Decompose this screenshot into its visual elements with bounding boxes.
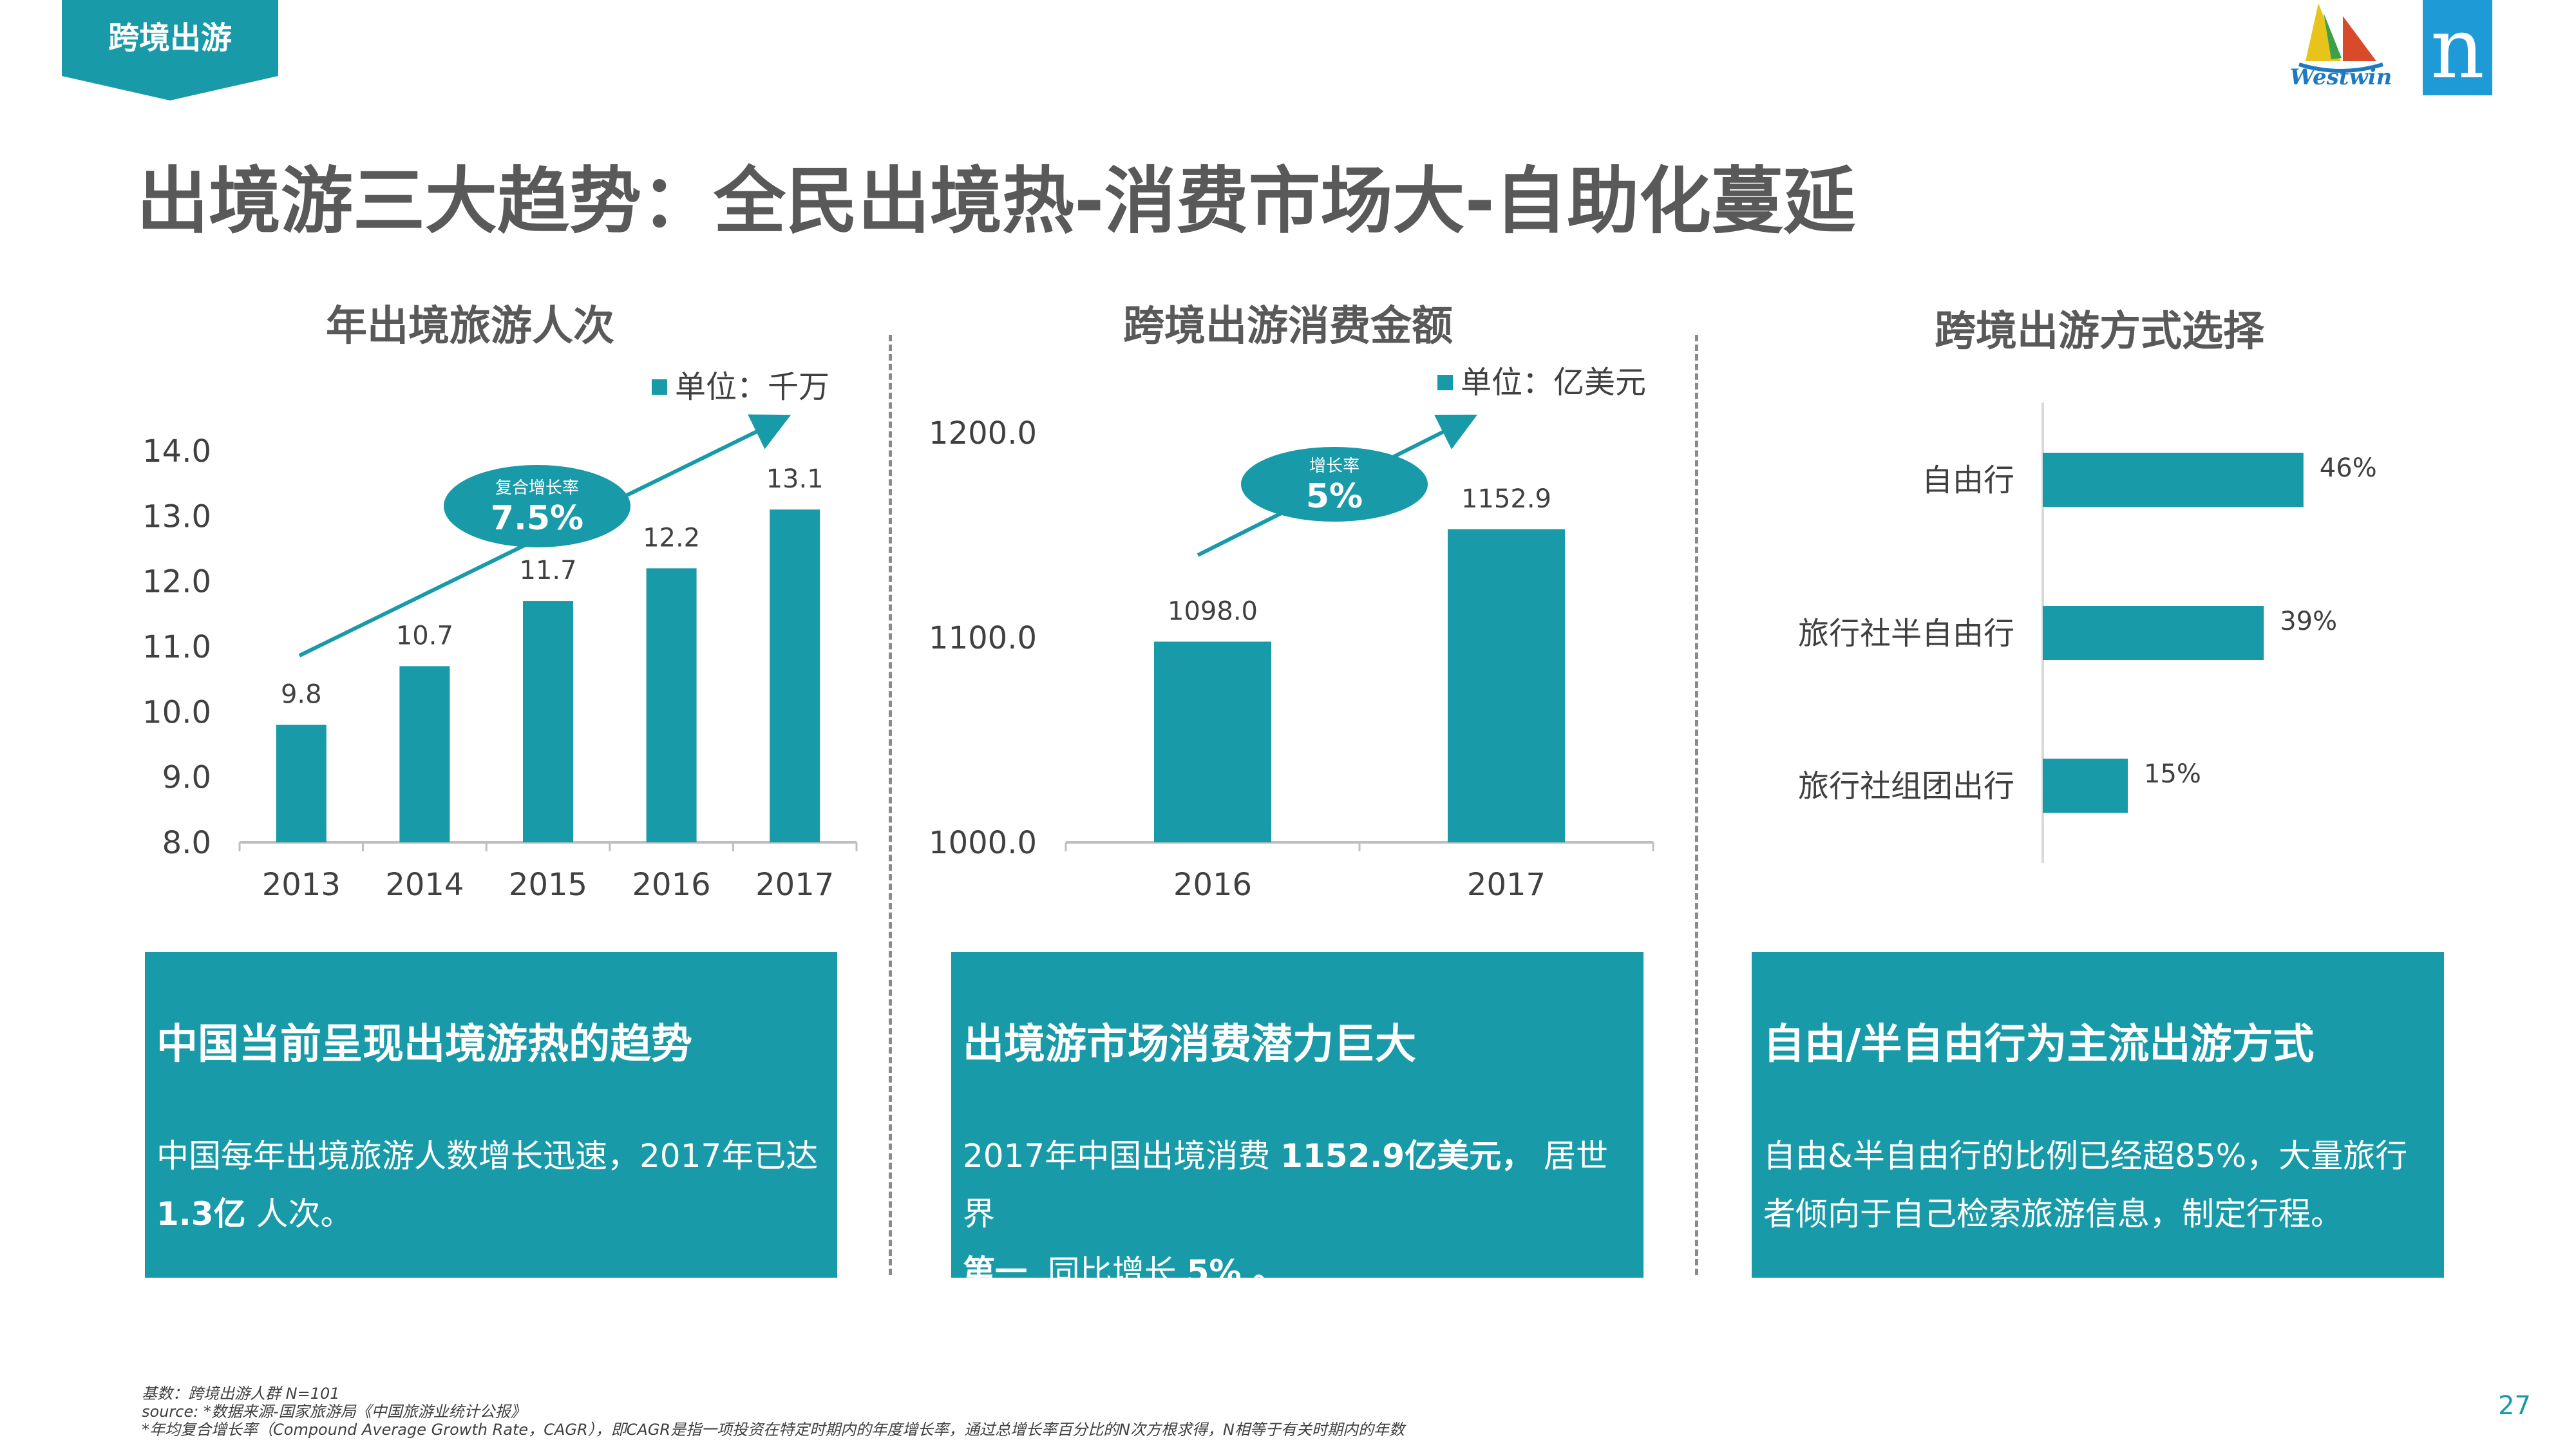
chart1-xtick-2016: 2016: [632, 867, 711, 903]
footer-base: 基数：跨境出游人群 N=101: [142, 1385, 340, 1403]
chart1-bar-2015: [523, 601, 573, 842]
card1-text-b: 人次。: [245, 1195, 353, 1233]
chart1-legend-swatch: [652, 379, 667, 395]
chart1-growth-bubble: [444, 465, 630, 547]
footer-cagr-note: *年均复合增长率（Compound Average Growth Rate，CA…: [142, 1421, 1405, 1439]
chart2-ytick-2: 1200.0: [929, 415, 1037, 451]
chart1-ytick-3: 11.0: [142, 629, 211, 665]
chart3-category-1: 旅行社半自由行: [1798, 616, 2014, 652]
footer-source: source: *数据来源-国家旅游局《中国旅游业统计公报》: [142, 1403, 526, 1421]
page-number: 27: [2498, 1391, 2531, 1421]
chart1-growth-label: 复合增长率: [495, 478, 579, 498]
charts-canvas: 8.0 9.0 10.0 11.0 12.0 13.0 14.0 9.8 2013 10.7 201…: [142, 365, 2377, 903]
chart1-value-label-2015: 11.7: [519, 556, 576, 585]
chart3-bar-1: [2043, 606, 2264, 660]
chart1-xtick-2017: 2017: [755, 867, 834, 903]
chart1-bar-2016: [646, 568, 697, 842]
section-tag-label: 跨境出游: [108, 20, 232, 56]
card2-text-b: 居世界: [963, 1137, 1608, 1233]
chart1-ytick-2: 10.0: [142, 694, 211, 730]
card2-text-a: 2017年中国出境消费: [963, 1137, 1281, 1175]
chart1-value-label-2014: 10.7: [396, 621, 453, 650]
section-tag: [62, 0, 278, 76]
chart1-title: 年出境旅游人次: [326, 303, 614, 350]
page-title: 出境游三大趋势：全民出境热-消费市场大-自助化蔓延: [137, 160, 1855, 243]
chart3-value-label-0: 46%: [2320, 453, 2377, 483]
card3-body: 自由&半自由行的比例已经超85%，大量旅行者倾向于自己检索旅游信息，制定行程。: [1763, 1137, 2408, 1233]
chart2-bar-2017: [1448, 529, 1565, 842]
chart3-category-2: 旅行社组团出行: [1798, 768, 2014, 804]
chart2-legend-label: 单位：亿美元: [1461, 365, 1646, 401]
brand-logo-n: n: [2423, 0, 2492, 97]
westwin-wordmark: Westwin: [2289, 64, 2392, 90]
chart2-growth-label: 增长率: [1309, 457, 1359, 476]
card2-text-bold-c: 5% 。: [1186, 1253, 1285, 1291]
chart2-legend-swatch: [1437, 375, 1453, 390]
card2-body: 2017年中国出境消费 1152.9亿美元， 居世界第一, 同比增长 5% 。: [963, 1127, 1633, 1301]
card3-heading: 自由/半自由行为主流出游方式: [1763, 1021, 2315, 1068]
chart3-category-0: 自由行: [1922, 462, 2014, 498]
insight-card-1: 中国当前呈现出境游热的趋势 中国每年出境旅游人数增长迅速，2017年已达 1.3…: [145, 952, 837, 1278]
chart1-bar-2014: [399, 666, 450, 842]
card2-text-c: , 同比增长: [1027, 1253, 1187, 1291]
card2-heading: 出境游市场消费潜力巨大: [963, 1021, 1416, 1068]
chart3-bar-2: [2043, 759, 2128, 813]
chart2-title: 跨境出游消费金额: [1123, 303, 1453, 350]
chart1-growth-value: 7.5%: [491, 499, 583, 538]
chart2-value-label-2017: 1152.9: [1461, 484, 1551, 514]
chart2-ytick-0: 1000.0: [929, 825, 1037, 861]
card1-text-a: 中国每年出境旅游人数增长迅速，2017年已达: [156, 1137, 819, 1175]
insight-card-3: 自由/半自由行为主流出游方式 自由&半自由行的比例已经超85%，大量旅行者倾向于…: [1752, 952, 2444, 1278]
chart1-ytick-4: 12.0: [142, 564, 211, 600]
chart3-bar-0: [2043, 453, 2304, 507]
chart3-title: 跨境出游方式选择: [1935, 308, 2264, 355]
card1-text-bold: 1.3亿: [156, 1195, 246, 1233]
card1-body: 中国每年出境旅游人数增长迅速，2017年已达 1.3亿 人次。: [156, 1127, 826, 1243]
chart3-value-label-2: 15%: [2144, 759, 2201, 789]
chart1-value-label-2017: 13.1: [766, 464, 824, 494]
divider-right: [1695, 335, 1698, 1275]
chart1-value-label-2016: 12.2: [643, 523, 700, 553]
westwin-sail-logo: [2298, 3, 2383, 73]
chart1-bar-2013: [276, 724, 327, 842]
chart1-ytick-1: 9.0: [162, 760, 211, 796]
chart2-xtick-2016: 2016: [1173, 867, 1252, 903]
section-tag-arrow: [62, 76, 278, 100]
chart1-value-label-2013: 9.8: [281, 680, 322, 710]
chart2-xtick-2017: 2017: [1467, 867, 1546, 903]
card2-text-bold-b: 第一: [963, 1253, 1027, 1291]
footer-notes: 基数：跨境出游人群 N=101 source: *数据来源-国家旅游局《中国旅游…: [142, 1385, 1405, 1439]
chart1-xtick-2013: 2013: [262, 867, 341, 903]
chart1-xtick-2014: 2014: [385, 867, 464, 903]
chart2-growth-bubble: [1241, 447, 1428, 522]
insight-card-2: 出境游市场消费潜力巨大 2017年中国出境消费 1152.9亿美元， 居世界第一…: [951, 952, 1643, 1291]
chart1-ytick-0: 8.0: [162, 825, 211, 861]
chart2-bar-2016: [1154, 641, 1271, 842]
chart1-ytick-5: 13.0: [142, 498, 211, 535]
divider-left: [889, 335, 892, 1275]
chart2-growth-value: 5%: [1306, 477, 1363, 516]
card1-heading: 中国当前呈现出境游热的趋势: [156, 1021, 692, 1068]
card2-text-bold-a: 1152.9亿美元，: [1280, 1137, 1534, 1175]
chart3-value-label-1: 39%: [2280, 607, 2337, 636]
chart1-legend-label: 单位：千万: [675, 369, 829, 405]
chart1-bar-2017: [770, 509, 820, 842]
chart2-value-label-2016: 1098.0: [1168, 596, 1258, 626]
chart1-xtick-2015: 2015: [509, 867, 587, 903]
chart1-ytick-6: 14.0: [142, 433, 211, 469]
chart2-ytick-1: 1100.0: [929, 620, 1037, 656]
